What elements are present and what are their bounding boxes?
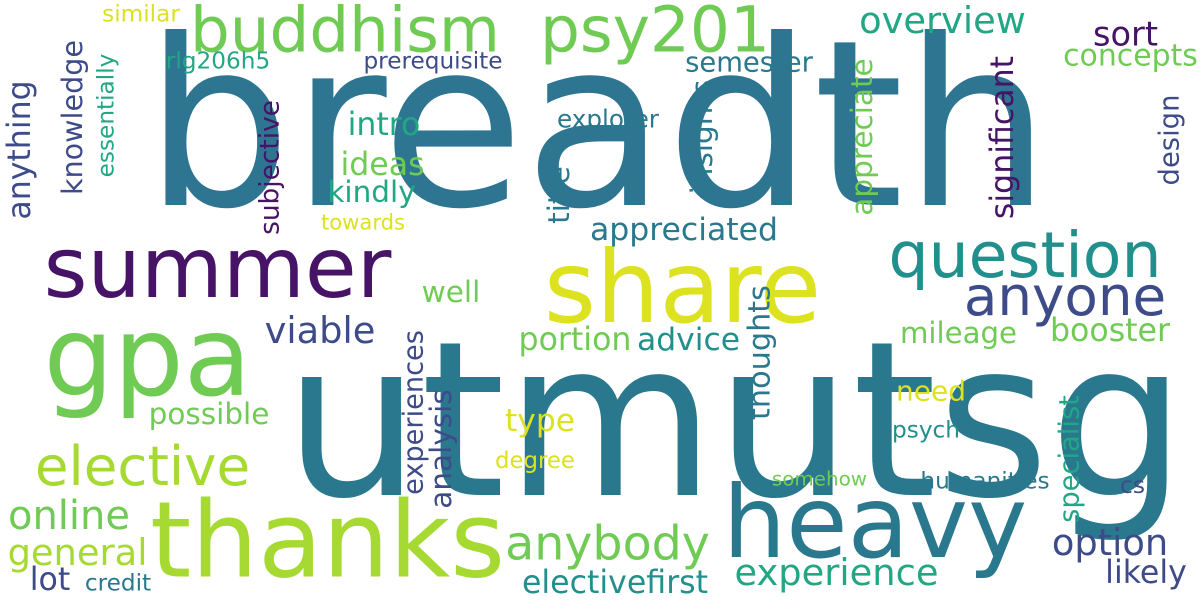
word-credit: credit <box>85 570 151 597</box>
word-summer: summer <box>44 219 392 317</box>
word-breadth: breadth <box>144 0 1050 260</box>
word-concepts: concepts <box>1063 39 1198 74</box>
word-online: online <box>8 493 130 539</box>
word-booster: booster <box>1050 313 1170 349</box>
word-anyone: anyone <box>964 264 1166 328</box>
word-lot: lot <box>30 562 71 598</box>
word-option: option <box>1052 521 1168 564</box>
word-heavy: heavy <box>723 464 1028 581</box>
word-significant: significant <box>985 56 1021 219</box>
word-psych: psych <box>892 417 960 444</box>
word-possible: possible <box>149 397 270 431</box>
word-semester: semester <box>685 48 814 79</box>
word-need: need <box>896 375 966 408</box>
word-title: title <box>542 166 576 224</box>
word-knowledge: knowledge <box>55 40 89 195</box>
word-towards: towards <box>321 210 405 235</box>
word-kindly: kindly <box>327 175 415 209</box>
word-ideas: ideas <box>340 147 424 183</box>
word-viable: viable <box>265 309 376 352</box>
word-design: design <box>1155 95 1186 186</box>
word-humanities: humanities <box>920 468 1049 495</box>
word-overview: overview <box>859 0 1026 42</box>
word-somehow: somehow <box>772 468 867 491</box>
word-type: type <box>505 403 575 439</box>
word-specialist: specialist <box>1055 395 1086 523</box>
word-cs: cs <box>1120 472 1145 499</box>
word-psy201: psy201 <box>540 0 770 67</box>
word-insights: insights <box>685 80 719 195</box>
word-sort: sort <box>1093 15 1158 54</box>
word-electivefirst: electivefirst <box>522 565 708 600</box>
word-gpa: gpa <box>44 293 252 422</box>
word-prerequisite: prerequisite <box>363 48 502 75</box>
word-anything: anything <box>2 80 38 219</box>
word-appreciate: appreciate <box>845 58 879 215</box>
word-general: general <box>8 531 148 574</box>
word-advice: advice <box>637 322 740 358</box>
word-thanks: thanks <box>150 479 505 600</box>
word-explorer: explorer <box>557 105 660 134</box>
word-analysis: analysis <box>424 389 458 508</box>
word-share: share <box>544 229 821 346</box>
word-elective: elective <box>35 434 250 498</box>
word-rlg206h5: rlg206h5 <box>166 48 270 75</box>
word-intro: intro <box>348 107 421 143</box>
word-experiences: experiences <box>399 330 430 495</box>
word-utmutsg: utmutsg <box>284 295 1186 546</box>
word-appreciated: appreciated <box>590 212 778 248</box>
word-essentially: essentially <box>93 53 120 177</box>
word-buddhism: buddhism <box>190 0 500 67</box>
word-portion: portion <box>519 322 632 358</box>
word-mileage: mileage <box>900 316 1017 350</box>
word-similar: similar <box>102 1 180 28</box>
word-degree: degree <box>495 448 575 474</box>
word-likely: likely <box>1105 555 1187 591</box>
word-thoughts: thoughts <box>743 285 778 420</box>
word-subjective: subjective <box>255 100 286 235</box>
word-anybody: anybody <box>505 517 710 572</box>
word-well: well <box>422 275 481 309</box>
word-question: question <box>889 218 1162 292</box>
word-experience: experience <box>735 551 939 594</box>
